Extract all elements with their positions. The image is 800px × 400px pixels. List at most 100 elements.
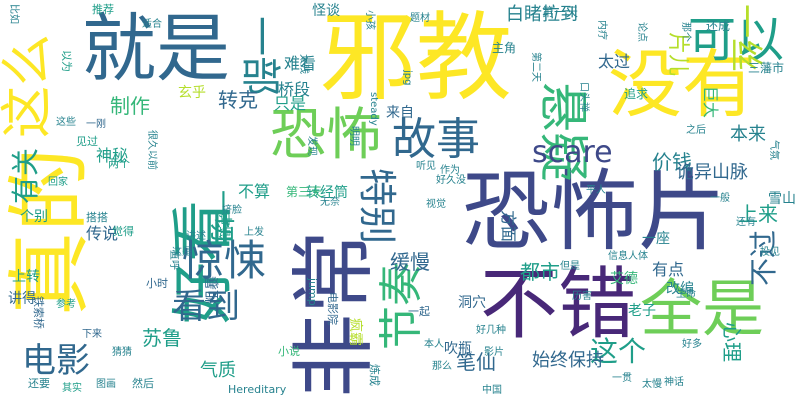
cloud-word: 传说 [86,224,119,243]
cloud-word: 信息人体 [608,251,648,262]
cloud-word: 一起 [408,305,430,318]
cloud-word: 好几种 [476,325,506,336]
cloud-word: 无奈 [320,197,340,208]
cloud-word: 作为 [440,165,460,176]
cloud-word: 本人 [424,339,444,350]
cloud-word: 雪山 [768,191,796,207]
cloud-word: 口头禅 [578,82,589,112]
cloud-word: 第三天 [286,185,323,199]
cloud-word: 电影 [22,341,90,381]
cloud-word: 追求 [624,87,649,101]
cloud-word: 神话 [664,377,684,388]
cloud-word: 推荐 [92,3,114,16]
cloud-word: 第一天 [542,5,579,19]
cloud-word: 小说 [278,345,300,358]
cloud-word: 不错 [480,260,637,350]
cloud-word: 回家 [48,177,68,188]
cloud-word: Hereditary [228,383,287,396]
cloud-word: 很久以前 [146,130,157,170]
cloud-word: 这是 [172,247,192,258]
cloud-word: 转经筒 [306,185,348,201]
cloud-word: 觉得 [112,225,134,238]
cloud-word: 好久没 [436,175,466,186]
cloud-word: 然后 [132,377,154,390]
cloud-word: 内疗 [596,20,607,40]
cloud-word: 简单 [219,212,235,240]
cloud-word: 缓慢 [390,250,430,274]
cloud-word: 特别 [355,168,399,245]
cloud-word: 太残 [298,54,309,74]
cloud-word: 以为 [60,50,73,72]
cloud-word: 讲得 [8,291,36,307]
cloud-word: 方面 [499,210,518,243]
cloud-word: jump [306,278,319,306]
cloud-word: 苏鲁 [142,326,182,350]
cloud-word: 好多 [682,339,702,350]
cloud-word: 还有 [736,217,756,228]
cloud-word: 两个 [108,157,130,170]
cloud-word: 诡异山脉 [676,162,748,183]
cloud-word: 之后 [686,125,706,136]
cloud-word: 玄乎 [178,85,206,101]
cloud-word: 个别 [20,209,48,225]
cloud-word: 吹瓶 [444,341,472,357]
cloud-word: 比如 [8,4,19,24]
cloud-word: 气质 [200,360,236,381]
cloud-word: 难看 [284,54,317,73]
cloud-word: 这个 [590,335,647,368]
cloud-word: 一座 [642,231,670,247]
cloud-word: 全是 [640,272,765,345]
cloud-word: 适合 [142,19,162,30]
cloud-word: 下来 [82,329,102,340]
cloud-word: 不算 [238,182,271,201]
cloud-word: 还要 [28,377,50,390]
cloud-word: 没有 [608,42,756,128]
cloud-word: 但是 [560,261,580,272]
cloud-word: 都市 [520,260,560,284]
cloud-word: 艾德 [610,271,638,287]
cloud-word: 图画 [96,379,116,390]
cloud-word: 惊悚 [182,236,267,285]
cloud-word: 电影院 [326,292,339,325]
cloud-word: 白睹拉到 [506,4,578,25]
cloud-word: 猜猜 [112,347,132,358]
cloud-word: 一刚 [86,119,106,130]
cloud-word: 那么 [432,361,452,372]
cloud-word: 挤脸 [222,205,242,216]
cloud-word: 邪教 [320,2,512,114]
cloud-word: 桥段 [278,80,311,99]
cloud-word: 恐怖 [270,103,382,168]
cloud-word: steady [368,92,379,126]
cloud-word: 影片 [484,347,504,358]
cloud-word: 可以 [688,12,785,68]
cloud-word: 参考 [56,299,76,310]
cloud-word: 这些 [56,117,76,128]
cloud-word: 气氛 [768,140,779,160]
cloud-word: 视觉 [426,199,446,210]
cloud-word: 老子 [628,303,656,319]
cloud-word: 制作 [110,94,150,118]
cloud-word: 铁索桥 [32,296,45,329]
cloud-word: 主角 [492,41,517,55]
cloud-word: 有关 [9,147,42,204]
cloud-word: 始终保持 [532,350,604,371]
cloud-word: 论点 [636,22,647,42]
cloud-word: jpg [402,70,413,86]
cloud-word: 炼成 [368,364,381,386]
cloud-word: 神秘 [96,146,129,165]
cloud-word: 一般 [710,193,730,204]
cloud-word: 讲述 [186,231,206,242]
cloud-word: 太慢 [642,379,662,390]
cloud-word: 笔仙 [456,350,496,374]
cloud-word: 疯霸 [347,318,363,346]
cloud-word: 上发 [244,227,264,238]
cloud-word: 还成 [706,19,731,33]
cloud-word: 听见 [416,161,436,172]
cloud-word: 一贯 [612,373,632,384]
cloud-word: 巨大 [701,86,720,119]
cloud-word: 见过 [76,135,98,148]
cloud-word: 粗暴 [205,276,221,304]
cloud-word: 恐怖片 [462,160,727,263]
cloud-word: 发现 [306,136,317,156]
cloud-word: 改编 [666,281,694,297]
